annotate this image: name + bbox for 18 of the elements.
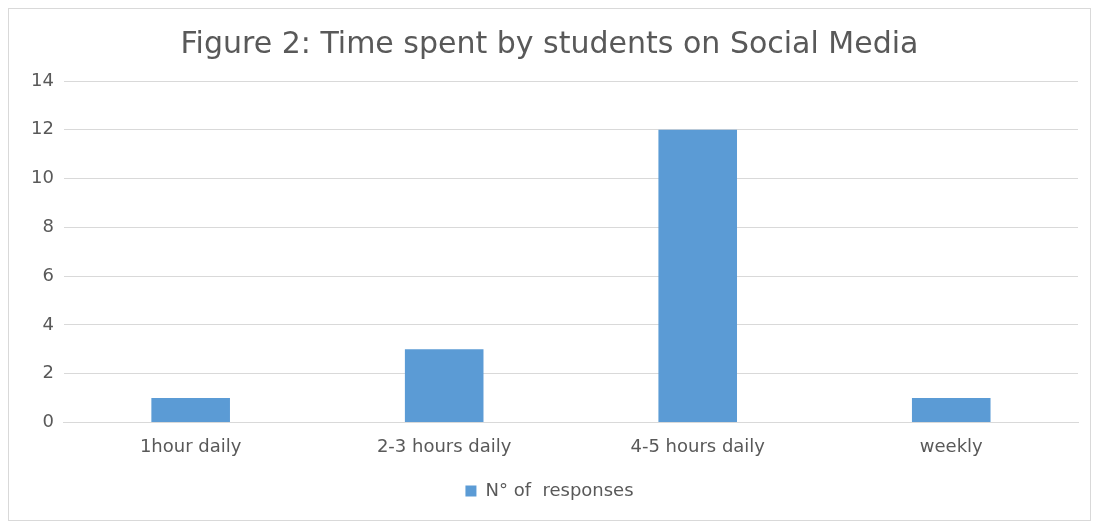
bar	[404, 349, 484, 422]
bar	[658, 129, 738, 422]
y-tick-label: 4	[42, 312, 54, 334]
y-tick-label: 8	[42, 214, 54, 236]
legend-label: N° of responses	[485, 478, 634, 500]
x-tick-label: 2-3 hours daily	[376, 434, 512, 456]
bar	[911, 398, 991, 422]
x-tick-label: 4-5 hours daily	[630, 434, 766, 456]
y-tick-label: 14	[31, 68, 54, 90]
y-tick-label: 2	[42, 361, 54, 383]
y-tick-label: 12	[31, 117, 54, 139]
y-tick-label: 10	[31, 166, 54, 188]
bar	[151, 398, 230, 422]
x-tick-label: weekly	[919, 434, 984, 456]
y-tick-label: 0	[42, 410, 54, 432]
chart-title: Figure 2: Time spent by students on Social Media	[180, 24, 919, 60]
x-tick-label: 1hour daily	[139, 434, 242, 456]
y-tick-label: 6	[42, 263, 54, 285]
